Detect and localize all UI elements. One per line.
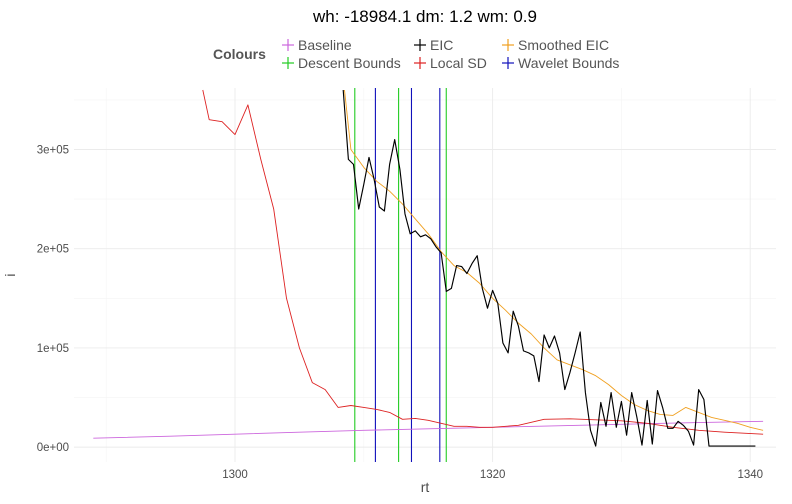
legend-label-descent-bounds: Descent Bounds [298, 55, 401, 71]
eic-series [342, 89, 756, 447]
local-sd-series [202, 89, 764, 435]
legend-label-baseline: Baseline [298, 37, 352, 53]
baseline-series [93, 420, 764, 439]
y-tick-label: 1e+05 [37, 343, 69, 355]
x-tick-label: 1300 [222, 469, 248, 481]
chart-title: wh: -18984.1 dm: 1.2 wm: 0.9 [312, 7, 537, 26]
y-tick-label: 0e+00 [37, 442, 69, 454]
legend-label-smoothed-eic: Smoothed EIC [518, 37, 609, 53]
legend-key-local-sd [414, 57, 426, 69]
series-lines [93, 89, 764, 447]
legend-key-descent-bounds [282, 57, 294, 69]
x-axis-ticks: 1300 1320 1340 [222, 469, 763, 481]
legend-key-baseline [282, 39, 294, 51]
y-tick-label: 2e+05 [37, 244, 69, 256]
legend-key-wavelet-bounds [502, 57, 514, 69]
y-axis-ticks: 0e+00 1e+05 2e+05 3e+05 [37, 145, 69, 455]
x-axis-title: rt [421, 479, 430, 495]
legend-label-eic: EIC [430, 37, 453, 53]
legend-label-wavelet-bounds: Wavelet Bounds [518, 55, 619, 71]
legend-label-local-sd: Local SD [430, 55, 487, 71]
legend-title: Colours [213, 46, 266, 62]
smoothed-eic-series [344, 89, 764, 431]
grid [74, 88, 776, 462]
legend-key-eic [414, 39, 426, 51]
y-tick-label: 3e+05 [37, 145, 69, 157]
legend: Colours Baseline Descent Bounds EIC Local S… [213, 37, 619, 71]
x-tick-label: 1340 [737, 469, 763, 481]
bounds-lines [354, 88, 447, 462]
x-tick-label: 1320 [480, 469, 506, 481]
legend-key-smoothed-eic [502, 39, 514, 51]
y-axis-title: i [2, 273, 18, 276]
